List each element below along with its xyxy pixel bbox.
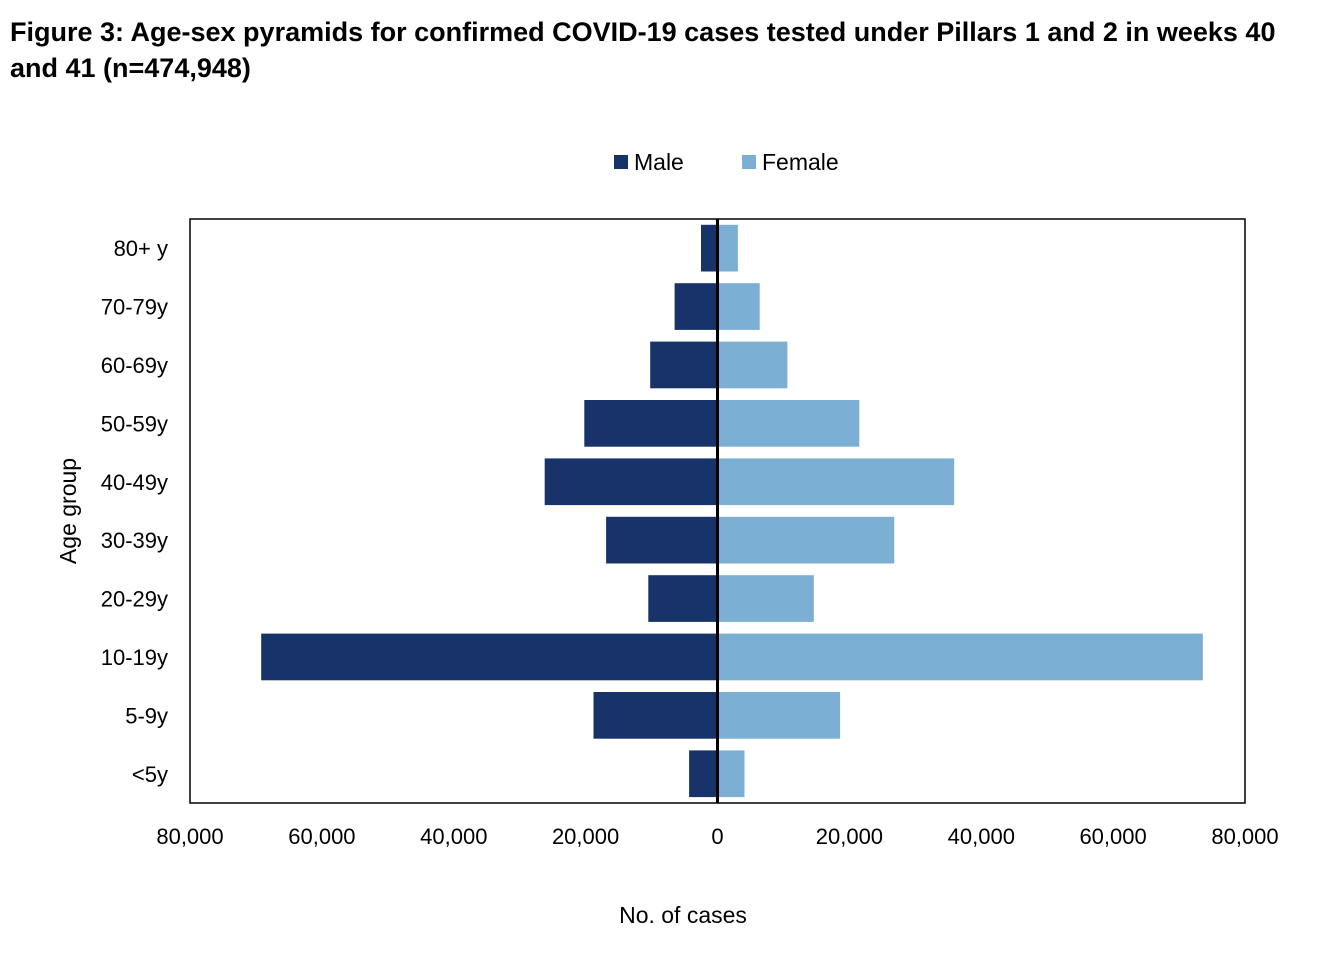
- bar-female: [717, 575, 814, 622]
- bar-female: [717, 750, 745, 798]
- y-tick-label: 5-9y: [125, 703, 168, 728]
- bar-female: [717, 516, 895, 564]
- x-tick-labels: 80,000 60,000 40,000 20,000 0 20,000 40,000 60,…: [156, 824, 1278, 849]
- x-axis-title: No. of cases: [619, 902, 747, 928]
- y-axis-title: Age group: [55, 458, 81, 564]
- x-tick-label: 80,000: [1211, 824, 1278, 849]
- y-tick-label: 40-49y: [101, 470, 168, 495]
- y-tick-label: 60-69y: [101, 353, 168, 378]
- x-tick-label: 40,000: [948, 824, 1015, 849]
- y-tick-label: 80+ y: [114, 236, 168, 261]
- legend-swatch-male: [614, 155, 628, 169]
- chart-title: Figure 3: Age-sex pyramids for confirmed…: [10, 17, 1276, 83]
- bar-male: [544, 458, 718, 506]
- bar-female: [717, 458, 955, 506]
- y-tick-label: 30-39y: [101, 528, 168, 553]
- y-tick-label: 50-59y: [101, 411, 168, 436]
- bar-male: [689, 750, 718, 798]
- bar-male: [648, 575, 718, 622]
- x-tick-label: 40,000: [420, 824, 487, 849]
- bar-male: [584, 400, 718, 447]
- x-tick-label: 60,000: [288, 824, 355, 849]
- bar-male: [593, 692, 718, 739]
- x-tick-label: 80,000: [156, 824, 223, 849]
- legend: Male Female: [614, 149, 839, 175]
- legend-swatch-female: [742, 155, 756, 169]
- bar-male: [701, 224, 718, 272]
- bar-male: [261, 633, 718, 681]
- bar-female: [717, 341, 788, 389]
- y-tick-label: 10-19y: [101, 645, 168, 670]
- y-tick-labels: 80+ y 70-79y 60-69y 50-59y 40-49y 30-39y 20-29…: [101, 236, 168, 787]
- x-tick-label: 60,000: [1079, 824, 1146, 849]
- x-tick-label: 0: [711, 824, 723, 849]
- y-tick-label: <5y: [132, 762, 168, 787]
- y-tick-label: 70-79y: [101, 295, 168, 320]
- x-tick-label: 20,000: [816, 824, 883, 849]
- bars: [261, 224, 1203, 798]
- bar-male: [650, 341, 718, 389]
- bar-female: [717, 400, 860, 447]
- bar-female: [717, 224, 738, 272]
- bar-female: [717, 283, 760, 330]
- bar-female: [717, 692, 841, 739]
- x-tick-label: 20,000: [552, 824, 619, 849]
- bar-female: [717, 633, 1203, 681]
- bar-male: [674, 283, 718, 330]
- legend-label-male: Male: [634, 149, 684, 175]
- y-tick-label: 20-29y: [101, 587, 168, 612]
- legend-label-female: Female: [762, 149, 839, 175]
- bar-male: [606, 516, 718, 564]
